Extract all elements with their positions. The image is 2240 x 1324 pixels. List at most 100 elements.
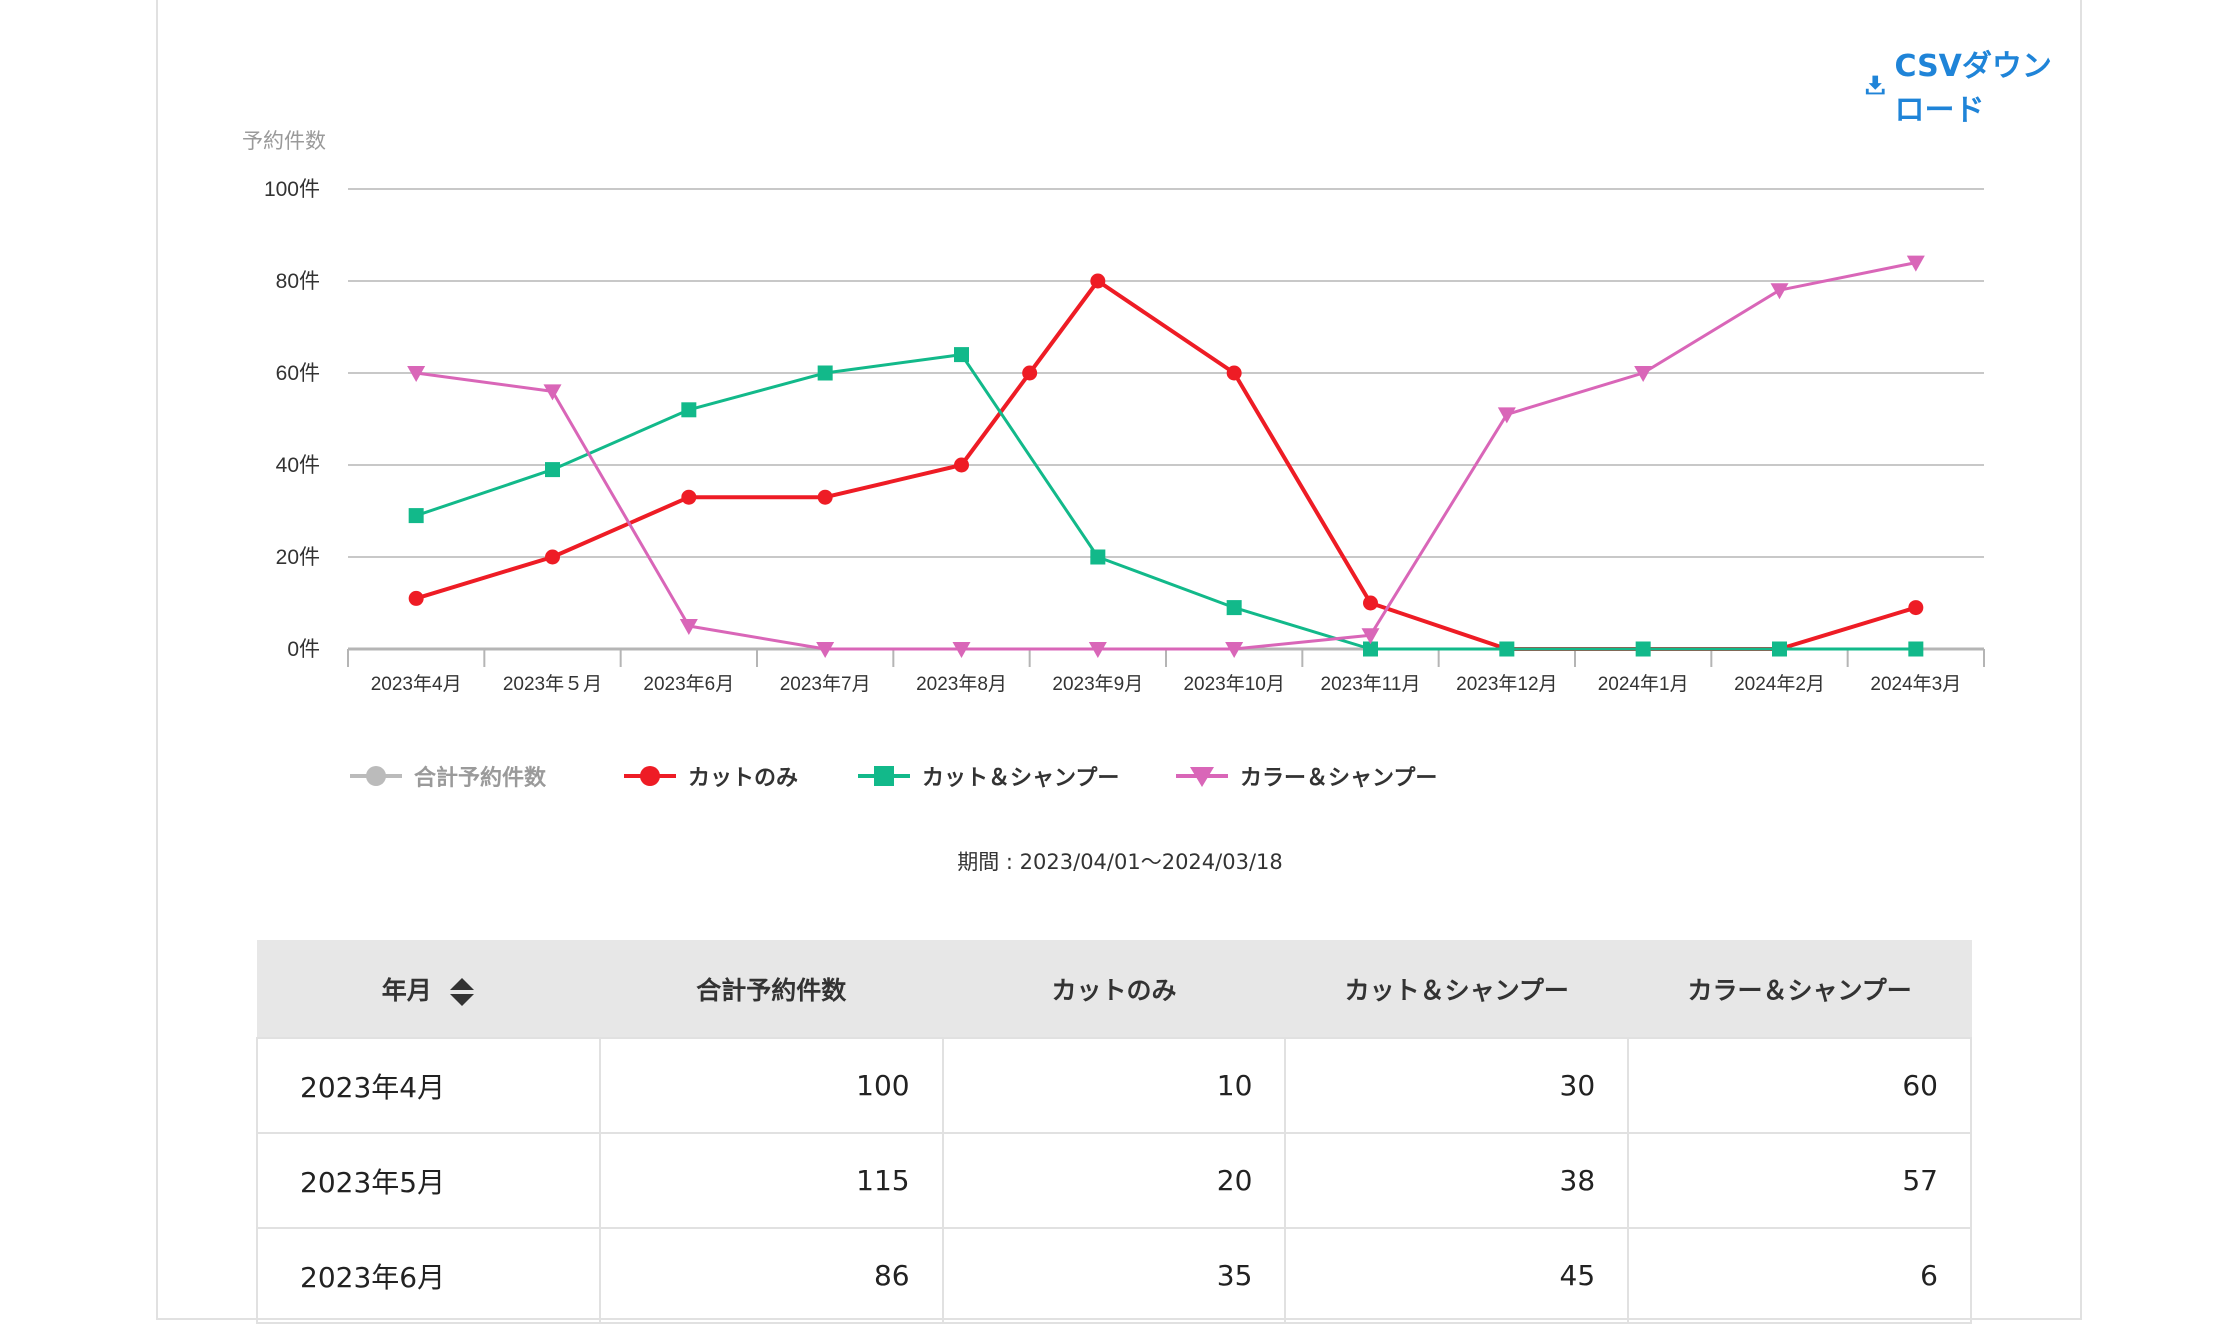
table-row: 2023年5月 115 20 38 57: [256, 1132, 1972, 1229]
data-table: 年月 合計予約件数 カットのみ カット＆シャンプー カラー＆シャンプー 2023…: [256, 940, 1972, 1324]
x-tick-label: 2023年12月: [1456, 673, 1557, 695]
data-point: [543, 384, 562, 401]
cell-color-shampoo: 6: [1627, 1227, 1972, 1324]
data-point: [1361, 628, 1380, 645]
period-label: 期間 : 2023/04/01〜2024/03/18: [957, 850, 1283, 874]
sort-icon[interactable]: [449, 977, 475, 1007]
cell-cut-shampoo: 45: [1284, 1227, 1630, 1324]
legend-item-cut-shampoo[interactable]: カット＆シャンプー: [856, 760, 1174, 792]
data-point: [1635, 641, 1651, 657]
data-point: [1090, 549, 1106, 565]
cell-total: 86: [598, 1227, 944, 1324]
data-point: [954, 347, 969, 363]
legend-circle-icon: [350, 766, 402, 786]
data-point: [1363, 595, 1378, 611]
y-axis-title: 予約件数: [242, 130, 326, 153]
cell-cut: 20: [941, 1132, 1287, 1229]
cell-total: 100: [598, 1037, 944, 1134]
legend-label-cut-shampoo: カット＆シャンプー: [922, 766, 1120, 791]
column-header-month[interactable]: 年月: [257, 940, 601, 1038]
data-point: [1363, 641, 1378, 657]
data-point: [545, 462, 560, 478]
data-point: [1225, 642, 1244, 658]
x-tick-label: 2023年4月: [371, 673, 462, 695]
data-point: [1906, 255, 1925, 272]
data-point: [1226, 365, 1242, 381]
legend-label-total: 合計予約件数: [414, 766, 547, 791]
data-point: [1497, 407, 1516, 424]
data-point: [1772, 641, 1787, 657]
data-point: [1634, 366, 1653, 382]
cell-month: 2023年5月: [256, 1132, 601, 1229]
data-point: [1088, 642, 1107, 658]
x-tick-label: 2023年５月: [503, 673, 602, 695]
legend-square-icon: [858, 766, 910, 786]
table-row: 2023年6月 86 35 45 6: [256, 1227, 1972, 1324]
y-tick-label: 20件: [276, 546, 320, 569]
chart-legend: 合計予約件数 カットのみ カット＆シャンプー カラー＆シャンプー: [348, 760, 1437, 792]
table-header-row: 年月 合計予約件数 カットのみ カット＆シャンプー カラー＆シャンプー: [257, 940, 1972, 1038]
data-point: [816, 642, 835, 658]
column-header-color-shampoo: カラー＆シャンプー: [1628, 940, 1972, 1038]
data-point: [1226, 600, 1242, 616]
y-tick-label: 0件: [287, 638, 320, 661]
legend-triangle-icon: [1176, 767, 1228, 787]
x-tick-label: 2024年3月: [1870, 673, 1961, 695]
cell-month: 2023年4月: [256, 1037, 601, 1134]
legend-item-cut[interactable]: カットのみ: [622, 760, 856, 792]
column-header-cut: カットのみ: [942, 940, 1286, 1038]
column-header-total: 合計予約件数: [599, 940, 944, 1038]
x-tick-label: 2023年11月: [1321, 673, 1421, 695]
x-tick-label: 2024年1月: [1598, 673, 1689, 695]
data-point: [681, 489, 697, 505]
data-point: [954, 457, 969, 473]
data-point: [681, 402, 697, 418]
x-tick-label: 2023年6月: [643, 673, 734, 695]
y-tick-label: 100件: [264, 178, 320, 201]
cell-cut: 35: [941, 1227, 1287, 1324]
series-line-2: [415, 353, 1916, 651]
legend-item-total[interactable]: 合計予約件数: [348, 760, 622, 792]
y-tick-label: 60件: [276, 362, 320, 385]
column-header-label: 年月: [381, 975, 432, 1005]
column-header-cut-shampoo: カット＆シャンプー: [1285, 940, 1629, 1038]
x-tick-label: 2023年9月: [1052, 673, 1143, 695]
table-row: 2023年4月 100 10 30 60: [256, 1037, 1972, 1134]
data-point: [1499, 641, 1515, 657]
data-point: [1770, 283, 1789, 300]
x-tick-label: 2023年7月: [780, 673, 871, 695]
data-point: [408, 508, 424, 524]
legend-circle-icon: [624, 766, 676, 786]
data-point: [1090, 273, 1106, 289]
download-icon: [1865, 75, 1885, 95]
x-tick-label: 2023年10月: [1183, 673, 1284, 695]
legend-item-color-shampoo[interactable]: カラー＆シャンプー: [1174, 760, 1437, 792]
csv-download-button[interactable]: CSVダウンロード: [1864, 41, 2080, 129]
csv-download-label: CSVダウンロード: [1894, 49, 2052, 128]
data-point: [1908, 600, 1924, 616]
x-tick-label: 2023年8月: [916, 673, 1007, 695]
series-line-3: [415, 261, 1917, 651]
line-chart: 予約件数 100件 80件 60件 40件 20件 0件 2023年4月 2023年５月 2023…: [242, 130, 1985, 695]
data-point: [1908, 641, 1924, 657]
cell-color-shampoo: 57: [1627, 1132, 1972, 1229]
cell-cut-shampoo: 38: [1284, 1132, 1630, 1229]
data-point: [545, 549, 560, 565]
data-point: [1022, 365, 1038, 381]
cell-cut-shampoo: 30: [1284, 1037, 1630, 1134]
data-point: [817, 489, 833, 505]
data-point: [952, 642, 971, 658]
data-point: [817, 365, 833, 381]
x-tick-label: 2024年2月: [1734, 673, 1825, 695]
cell-cut: 10: [941, 1037, 1287, 1134]
y-tick-label: 80件: [276, 270, 320, 293]
cell-month: 2023年6月: [256, 1227, 601, 1324]
data-point: [679, 619, 698, 635]
y-tick-label: 40件: [276, 454, 320, 477]
legend-label-color-shampoo: カラー＆シャンプー: [1240, 766, 1438, 791]
cell-color-shampoo: 60: [1627, 1037, 1972, 1134]
data-point: [407, 366, 426, 382]
legend-label-cut: カットのみ: [688, 766, 799, 791]
data-point: [408, 590, 424, 606]
cell-total: 115: [598, 1132, 944, 1229]
